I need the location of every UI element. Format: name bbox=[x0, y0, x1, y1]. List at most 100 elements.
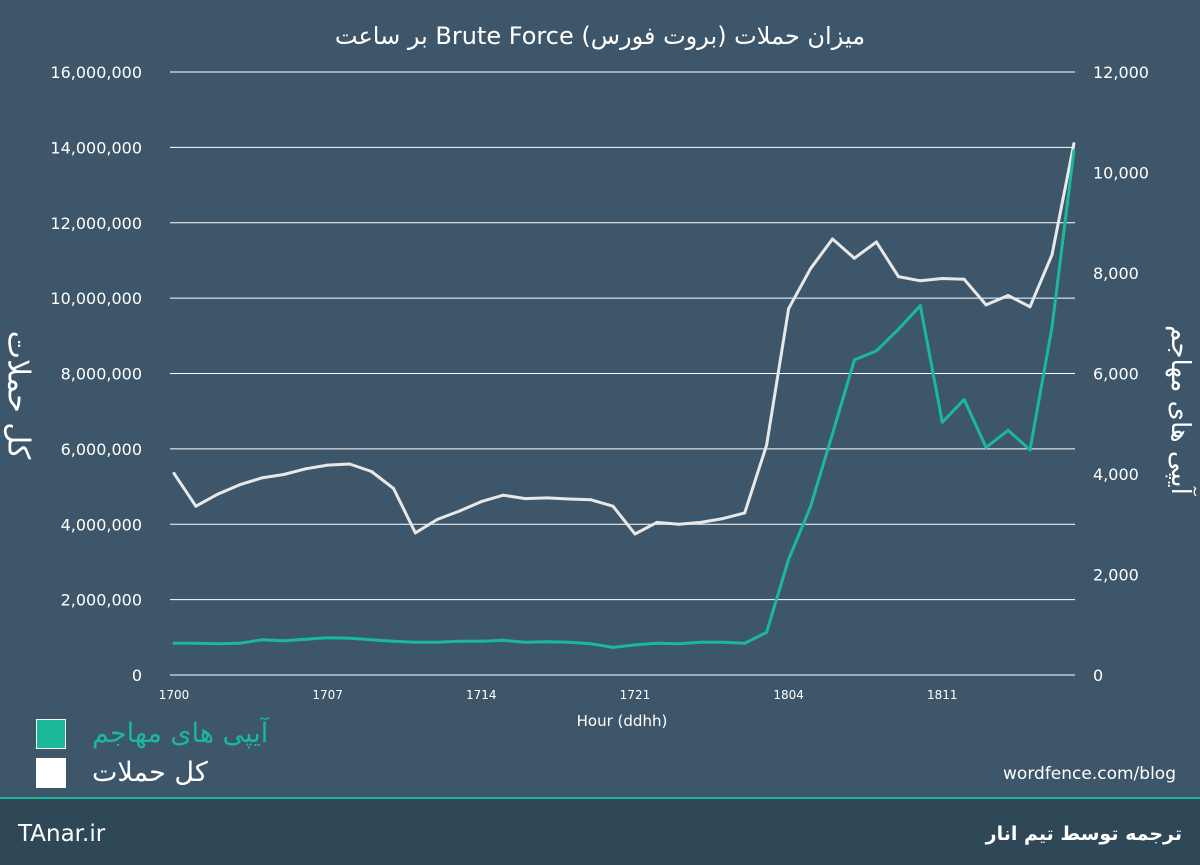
data-point bbox=[896, 275, 900, 279]
data-point bbox=[1028, 448, 1032, 452]
y-right-tick-label: 0 bbox=[1093, 666, 1103, 685]
data-point bbox=[984, 445, 988, 449]
data-point bbox=[918, 279, 922, 283]
data-point bbox=[326, 636, 330, 640]
y-axis-left-label: کل حملات bbox=[0, 330, 36, 460]
y-left-tick-label: 0 bbox=[132, 666, 142, 685]
data-point bbox=[699, 640, 703, 644]
data-point bbox=[1006, 428, 1010, 432]
data-point bbox=[1050, 325, 1054, 329]
data-point bbox=[348, 636, 352, 640]
data-point bbox=[304, 467, 308, 471]
footer-translation-credit: ترجمه توسط تیم انار bbox=[985, 823, 1182, 845]
data-point bbox=[282, 473, 286, 476]
y-left-tick-label: 12,000,000 bbox=[50, 214, 142, 233]
data-point bbox=[194, 504, 198, 508]
y-right-tick-label: 4,000 bbox=[1093, 465, 1139, 484]
data-point bbox=[435, 640, 439, 644]
data-point bbox=[392, 639, 395, 643]
legend-label-total-attacks: کل حملات bbox=[92, 757, 208, 788]
y-left-tick-label: 16,000,000 bbox=[50, 63, 142, 82]
data-point bbox=[523, 497, 527, 501]
data-point bbox=[457, 509, 461, 513]
data-point bbox=[567, 497, 571, 501]
data-point bbox=[940, 420, 944, 424]
legend-swatch-attacking-ips bbox=[36, 718, 66, 749]
data-point bbox=[194, 641, 198, 645]
axes: 0 2,000,000 4,000,000 6,000,000 8,000,000 10,… bbox=[50, 63, 1149, 730]
data-point bbox=[479, 500, 483, 504]
data-point bbox=[370, 638, 373, 642]
data-point bbox=[677, 522, 681, 526]
data-point bbox=[787, 557, 791, 561]
y-right-tick-label: 12,000 bbox=[1093, 63, 1149, 82]
data-point bbox=[831, 432, 834, 436]
data-point bbox=[1050, 253, 1054, 257]
y-axis-right-label: آیپی های مهاجم bbox=[1165, 325, 1195, 495]
x-tick-label: 1811 bbox=[927, 688, 958, 702]
data-point bbox=[831, 237, 834, 241]
y-left-tick-label: 8,000,000 bbox=[61, 365, 142, 384]
data-point bbox=[260, 476, 264, 480]
y-left-tick-label: 10,000,000 bbox=[50, 289, 142, 308]
series-line-1 bbox=[174, 150, 1076, 649]
data-point bbox=[962, 277, 966, 281]
legend-item-attacking-ips: آیپی های مهاجم bbox=[36, 718, 268, 749]
data-point bbox=[699, 520, 703, 524]
data-point bbox=[852, 256, 856, 260]
data-point bbox=[238, 641, 242, 645]
data-point bbox=[216, 642, 220, 646]
data-point bbox=[545, 640, 549, 644]
data-point bbox=[633, 643, 637, 647]
data-point bbox=[413, 531, 417, 535]
data-point bbox=[260, 638, 264, 642]
data-point bbox=[787, 307, 791, 311]
data-point bbox=[743, 641, 747, 645]
data-point bbox=[765, 630, 769, 634]
data-point bbox=[326, 463, 330, 467]
series-lines bbox=[172, 142, 1076, 649]
data-point bbox=[655, 641, 659, 645]
data-point bbox=[413, 640, 417, 644]
data-point bbox=[501, 638, 505, 642]
x-axis-label: Hour (ddhh) bbox=[577, 712, 668, 730]
data-point bbox=[611, 504, 615, 508]
data-point bbox=[589, 642, 593, 646]
data-point bbox=[655, 520, 659, 524]
data-point bbox=[567, 640, 571, 644]
data-point bbox=[852, 358, 856, 362]
data-point bbox=[1072, 149, 1076, 153]
grid bbox=[170, 71, 1075, 676]
series-line-0 bbox=[172, 143, 1076, 536]
data-point bbox=[392, 486, 395, 490]
y-left-tick-label: 2,000,000 bbox=[61, 591, 142, 610]
chart-title: میزان حملات (بروت فورس) Brute Force بر س… bbox=[334, 22, 866, 50]
data-point bbox=[633, 532, 637, 536]
x-tick-label: 1721 bbox=[620, 688, 651, 702]
data-point bbox=[896, 327, 900, 331]
data-point bbox=[589, 498, 593, 502]
legend-swatch-total-attacks bbox=[36, 757, 66, 788]
data-point bbox=[721, 517, 725, 521]
data-point bbox=[435, 517, 439, 521]
data-point bbox=[918, 304, 922, 308]
data-point bbox=[282, 639, 286, 643]
data-point bbox=[1006, 294, 1010, 297]
data-point bbox=[457, 639, 461, 643]
y-left-tick-label: 4,000,000 bbox=[61, 515, 142, 534]
x-tick-label: 1707 bbox=[312, 688, 343, 702]
data-point bbox=[809, 267, 812, 271]
x-tick-label: 1804 bbox=[773, 688, 804, 702]
y-left-tick-label: 14,000,000 bbox=[50, 138, 142, 157]
data-point bbox=[348, 462, 352, 466]
data-point bbox=[238, 483, 242, 487]
y-right-tick-label: 10,000 bbox=[1093, 164, 1149, 183]
footer-bar: TAnar.ir ترجمه توسط تیم انار bbox=[0, 797, 1200, 865]
data-point bbox=[721, 640, 725, 644]
y-right-tick-label: 6,000 bbox=[1093, 365, 1139, 384]
x-tick-label: 1700 bbox=[159, 688, 190, 702]
data-point bbox=[809, 505, 812, 509]
data-point bbox=[1072, 142, 1076, 146]
data-point bbox=[172, 641, 176, 645]
data-point bbox=[172, 471, 176, 475]
